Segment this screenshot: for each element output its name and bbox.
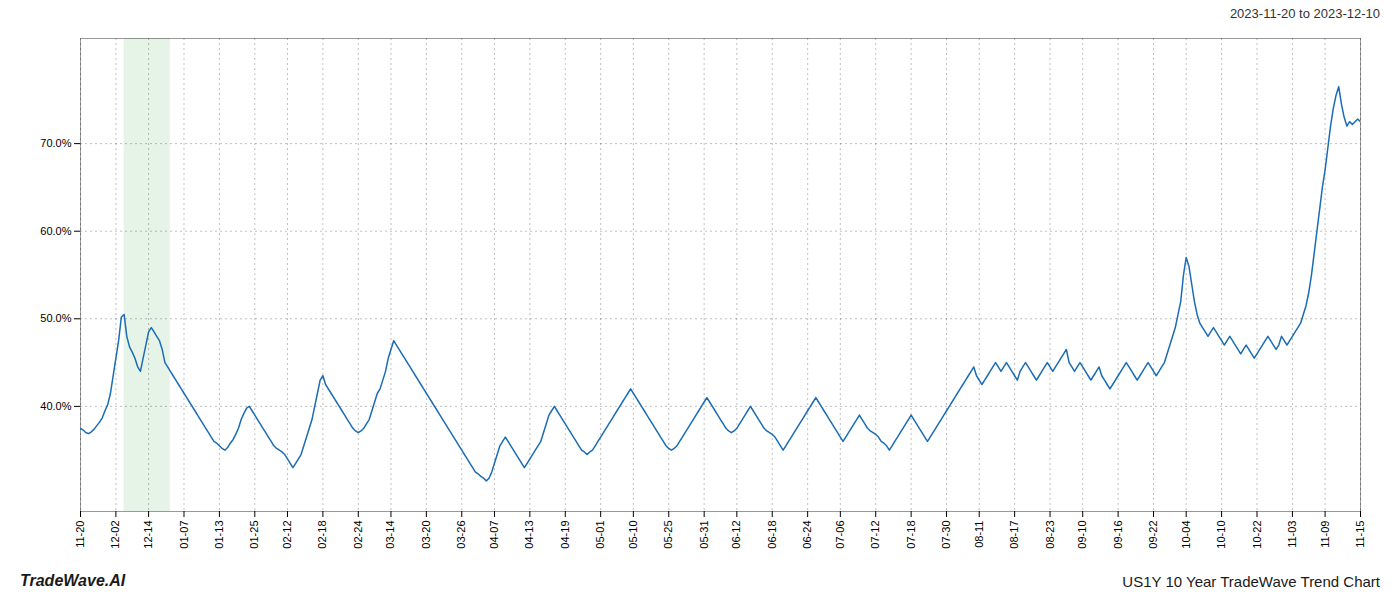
svg-text:60.0%: 60.0% [40,225,71,237]
svg-text:05-01: 05-01 [594,521,606,549]
svg-text:02-18: 02-18 [316,521,328,549]
svg-text:12-02: 12-02 [109,521,121,549]
svg-text:50.0%: 50.0% [40,312,71,324]
svg-text:07-12: 07-12 [869,521,881,549]
svg-text:05-10: 05-10 [627,521,639,549]
svg-text:09-10: 09-10 [1076,521,1088,549]
svg-text:04-19: 04-19 [559,521,571,549]
svg-text:07-18: 07-18 [905,521,917,549]
svg-text:01-07: 01-07 [178,521,190,549]
svg-text:05-31: 05-31 [698,521,710,549]
svg-text:10-10: 10-10 [1215,521,1227,549]
svg-text:70.0%: 70.0% [40,137,71,149]
svg-text:08-17: 08-17 [1008,521,1020,549]
svg-text:07-06: 07-06 [834,521,846,549]
svg-text:05-25: 05-25 [662,521,674,549]
svg-text:01-25: 01-25 [248,521,260,549]
html-text:TradeWave.AI: TradeWave.AI [20,572,126,589]
svg-text:10-22: 10-22 [1251,521,1263,549]
svg-text:11-15: 11-15 [1354,521,1366,548]
html-text:US1Y 10 Year TradeWave Trend C: US1Y 10 Year TradeWave Trend Chart [1122,572,1380,590]
svg-text:06-12: 06-12 [730,521,742,549]
svg-text:10-04: 10-04 [1180,521,1192,549]
svg-text:03-26: 03-26 [455,521,467,549]
svg-text:03-14: 03-14 [384,521,396,549]
svg-text:06-18: 06-18 [766,521,778,549]
svg-text:06-24: 06-24 [801,521,813,549]
svg-text:07-30: 07-30 [940,521,952,549]
svg-text:02-12: 02-12 [281,521,293,549]
svg-text:04-07: 04-07 [488,521,500,549]
svg-text:08-23: 08-23 [1044,521,1056,549]
svg-text:01-13: 01-13 [213,521,225,549]
svg-text:40.0%: 40.0% [40,400,71,412]
svg-text:09-22: 09-22 [1147,521,1159,549]
svg-text:02-24: 02-24 [352,521,364,549]
svg-text:09-16: 09-16 [1112,521,1124,549]
svg-text:03-20: 03-20 [420,521,432,549]
html-text:2023-11-20 to 2023-12-10: 2023-11-20 to 2023-12-10 [1229,5,1380,21]
svg-text:11-20: 11-20 [74,521,86,548]
svg-text:12-14: 12-14 [142,521,154,549]
svg-text:04-13: 04-13 [523,521,535,549]
svg-text:11-09: 11-09 [1319,521,1331,548]
svg-text:08-11: 08-11 [973,521,985,548]
svg-text:11-03: 11-03 [1286,521,1298,548]
